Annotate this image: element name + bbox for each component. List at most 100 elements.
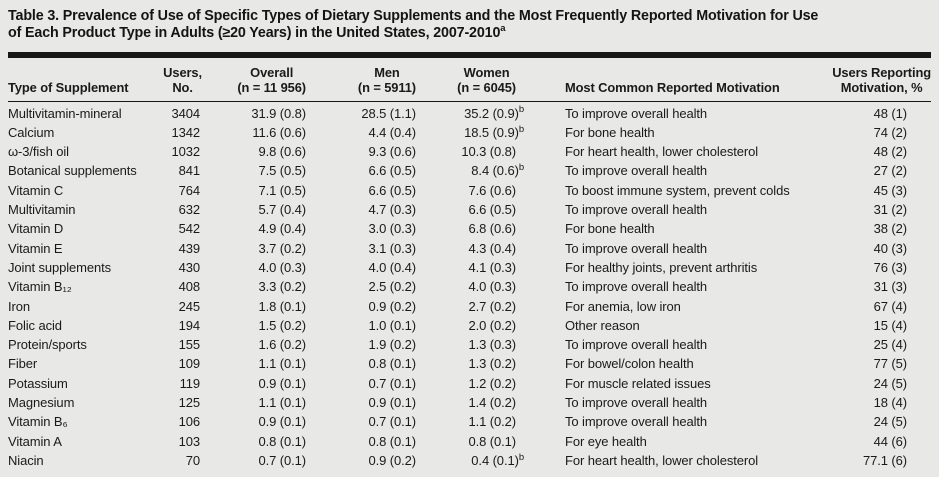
cell-overall: 1.5 (0.2) bbox=[258, 317, 306, 333]
cell-women: 4.1 (0.3) bbox=[468, 259, 516, 275]
column-header-motivation: Most Common Reported Motivation bbox=[516, 58, 780, 102]
cell-motivation: For bone health bbox=[565, 124, 655, 140]
cell-pct: 24 (5) bbox=[873, 414, 907, 430]
cell-overall: 4.0 (0.3) bbox=[258, 259, 306, 275]
cell-supplement: Potassium bbox=[8, 375, 68, 391]
cell-motivation: For heart health, lower cholesterol bbox=[565, 452, 759, 468]
cell-users: 3404 bbox=[171, 105, 200, 121]
cell-overall: 0.8 (0.1) bbox=[258, 433, 306, 449]
cell-men: 4.0 (0.4) bbox=[368, 259, 416, 275]
cell-users: 125 bbox=[178, 395, 200, 411]
cell-men: 3.1 (0.3) bbox=[368, 240, 416, 256]
cell-men: 6.6 (0.5) bbox=[368, 163, 416, 179]
cell-supplement: Vitamin B₁₂ bbox=[8, 279, 72, 295]
cell-women: 6.8 (0.6) bbox=[468, 221, 516, 237]
cell-pct: 24 (5) bbox=[873, 375, 907, 391]
cell-pct: 25 (4) bbox=[873, 337, 907, 353]
cell-women: 1.1 (0.2) bbox=[468, 414, 516, 430]
cell-users: 245 bbox=[178, 298, 200, 314]
table-row: Iron 245 1.8 (0.1) 0.9 (0.2) 2.7 (0.2) For an… bbox=[8, 297, 931, 316]
table-row: Joint supplements 430 4.0 (0.3) 4.0 (0.4) 4.… bbox=[8, 258, 931, 277]
table-row: Multivitamin-mineral 3404 31.9 (0.8) 28.5 (… bbox=[8, 101, 931, 123]
table-row: Botanical supplements 841 7.5 (0.5) 6.6 (0.… bbox=[8, 161, 931, 180]
table-row: Calcium 1342 11.6 (0.6) 4.4 (0.4) 18.5 (0.9)… bbox=[8, 123, 931, 142]
cell-men: 0.7 (0.1) bbox=[368, 414, 416, 430]
cell-supplement: Joint supplements bbox=[8, 259, 112, 275]
table-row: ω-3/fish oil 1032 9.8 (0.6) 9.3 (0.6) 10.3 (… bbox=[8, 142, 931, 161]
cell-supplement: Botanical supplements bbox=[8, 163, 137, 179]
supplements-table: Type of Supplement Users, No. Overall (n… bbox=[8, 58, 931, 470]
cell-men: 0.9 (0.1) bbox=[368, 395, 416, 411]
footnote-marker-b: b bbox=[518, 104, 524, 116]
cell-overall: 4.9 (0.4) bbox=[258, 221, 306, 237]
cell-motivation: For bone health bbox=[565, 221, 655, 237]
cell-supplement: Iron bbox=[8, 298, 31, 314]
cell-women: 35.2 (0.9)b bbox=[464, 104, 524, 121]
cell-users: 439 bbox=[178, 240, 200, 256]
column-header-type-of-supplement: Type of Supplement bbox=[8, 58, 158, 102]
cell-motivation: To boost immune system, prevent colds bbox=[565, 182, 790, 198]
cell-overall: 3.3 (0.2) bbox=[258, 279, 306, 295]
cell-overall: 1.1 (0.1) bbox=[258, 356, 306, 372]
cell-women: 4.0 (0.3) bbox=[468, 279, 516, 295]
table-row: Vitamin B₆ 106 0.9 (0.1) 0.7 (0.1) 1.1 (0.2)… bbox=[8, 412, 931, 431]
cell-men: 6.6 (0.5) bbox=[368, 182, 416, 198]
cell-overall: 0.7 (0.1) bbox=[258, 452, 306, 468]
cell-users: 106 bbox=[178, 414, 200, 430]
cell-men: 4.7 (0.3) bbox=[368, 202, 416, 218]
cell-motivation: To improve overall health bbox=[565, 395, 708, 411]
title-divider-bar bbox=[8, 52, 931, 58]
footnote-marker-b: b bbox=[518, 162, 524, 174]
cell-users: 764 bbox=[178, 182, 200, 198]
cell-motivation: To improve overall health bbox=[565, 202, 708, 218]
cell-overall: 1.1 (0.1) bbox=[258, 395, 306, 411]
cell-supplement: Calcium bbox=[8, 124, 55, 140]
cell-motivation: For anemia, low iron bbox=[565, 298, 681, 314]
cell-overall: 1.8 (0.1) bbox=[258, 298, 306, 314]
cell-pct: 45 (3) bbox=[873, 182, 907, 198]
column-header-users-reporting-motivation: Users Reporting Motivation, % bbox=[778, 58, 931, 102]
cell-users: 109 bbox=[178, 356, 200, 372]
cell-pct: 48 (1) bbox=[873, 105, 907, 121]
cell-pct: 67 (4) bbox=[873, 298, 907, 314]
cell-women: 8.4 (0.6)b bbox=[471, 162, 524, 179]
cell-men: 2.5 (0.2) bbox=[368, 279, 416, 295]
column-header-users-no: Users, No. bbox=[158, 58, 202, 102]
cell-users: 430 bbox=[178, 259, 200, 275]
table-header: Type of Supplement Users, No. Overall (n… bbox=[8, 58, 931, 102]
cell-supplement: Niacin bbox=[8, 452, 44, 468]
cell-overall: 7.1 (0.5) bbox=[258, 182, 306, 198]
cell-pct: 48 (2) bbox=[873, 144, 907, 160]
cell-women: 1.4 (0.2) bbox=[468, 395, 516, 411]
cell-users: 542 bbox=[178, 221, 200, 237]
cell-pct: 76 (3) bbox=[873, 259, 907, 275]
cell-women: 0.4 (0.1)b bbox=[471, 451, 524, 468]
cell-women: 18.5 (0.9)b bbox=[464, 123, 524, 140]
cell-overall: 5.7 (0.4) bbox=[258, 202, 306, 218]
table-row: Niacin 70 0.7 (0.1) 0.9 (0.2) 0.4 (0.1)b For … bbox=[8, 451, 931, 470]
cell-men: 0.8 (0.1) bbox=[368, 433, 416, 449]
cell-overall: 11.6 (0.6) bbox=[252, 124, 306, 140]
cell-pct: 40 (3) bbox=[873, 240, 907, 256]
cell-pct: 74 (2) bbox=[873, 124, 907, 140]
cell-motivation: For muscle related issues bbox=[565, 375, 711, 391]
footnote-marker-b: b bbox=[518, 123, 524, 135]
table-title-line2: of Each Product Type in Adults (≥20 Year… bbox=[8, 24, 501, 41]
cell-users: 841 bbox=[178, 163, 200, 179]
cell-supplement: Vitamin D bbox=[8, 221, 64, 237]
cell-men: 9.3 (0.6) bbox=[368, 144, 416, 160]
table-title: Table 3. Prevalence of Use of Specific T… bbox=[8, 8, 908, 41]
cell-pct: 44 (6) bbox=[873, 433, 907, 449]
cell-motivation: For healthy joints, prevent arthritis bbox=[565, 259, 758, 275]
cell-overall: 0.9 (0.1) bbox=[258, 375, 306, 391]
cell-supplement: Fiber bbox=[8, 356, 38, 372]
cell-users: 632 bbox=[178, 202, 200, 218]
table-row: Protein/sports 155 1.6 (0.2) 1.9 (0.2) 1.3 (… bbox=[8, 335, 931, 354]
table-row: Multivitamin 632 5.7 (0.4) 4.7 (0.3) 6.6 (0.… bbox=[8, 200, 931, 219]
cell-motivation: For heart health, lower cholesterol bbox=[565, 144, 759, 160]
cell-motivation: To improve overall health bbox=[565, 240, 708, 256]
cell-supplement: Magnesium bbox=[8, 395, 75, 411]
table-title-line1: Table 3. Prevalence of Use of Specific T… bbox=[8, 8, 819, 24]
cell-supplement: Folic acid bbox=[8, 317, 62, 333]
cell-pct: 77.1 (6) bbox=[862, 452, 907, 468]
